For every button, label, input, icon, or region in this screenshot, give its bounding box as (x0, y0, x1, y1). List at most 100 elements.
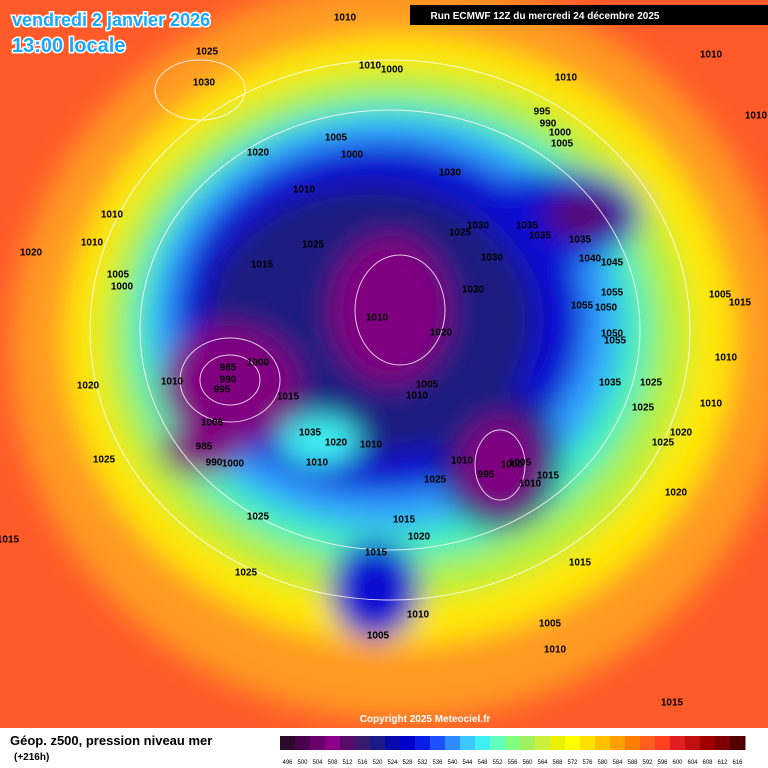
isobar-label: 1035 (299, 428, 322, 439)
legend-value: 576 (582, 760, 593, 766)
isobar-label: 1000 (111, 282, 134, 293)
isobar-label: 1010 (745, 111, 768, 122)
legend-value: 560 (522, 760, 533, 766)
legend-value: 544 (462, 760, 473, 766)
isobar-label: 990 (206, 458, 223, 469)
legend-value: 532 (417, 760, 428, 766)
legend-value: 564 (537, 760, 548, 766)
isobar-label: 1010 (519, 479, 542, 490)
legend-swatch (280, 736, 296, 750)
legend-value: 612 (717, 760, 728, 766)
legend-value: 556 (507, 760, 518, 766)
isobar-label: 1010 (555, 73, 578, 84)
copyright: Copyright 2025 Meteociel.fr (360, 714, 491, 725)
isobar-label: 1055 (604, 336, 627, 347)
legend-value: 524 (387, 760, 398, 766)
legend-swatch (430, 736, 446, 750)
isobar-label: 1015 (365, 548, 388, 559)
isobar-label: 1005 (325, 133, 348, 144)
legend-swatch (520, 736, 536, 750)
isobar-label: 985 (220, 363, 237, 374)
legend-value: 552 (492, 760, 503, 766)
isobar-label: 1030 (439, 168, 462, 179)
legend-swatch (310, 736, 326, 750)
isobar-label: 1030 (481, 253, 504, 264)
isobar-label: 1030 (193, 78, 216, 89)
legend-value: 616 (732, 760, 743, 766)
legend-swatch (490, 736, 506, 750)
legend-swatch (685, 736, 701, 750)
isobar-label: 1010 (715, 353, 738, 364)
legend-swatch (670, 736, 686, 750)
isobar-label: 1025 (424, 475, 447, 486)
legend-swatch (505, 736, 521, 750)
isobar-label: 1025 (302, 240, 325, 251)
legend-value: 572 (567, 760, 578, 766)
isobar-label: 1010 (360, 440, 383, 451)
isobar-label: 1005 (509, 458, 532, 469)
isobar-label: 1025 (93, 455, 116, 466)
legend-swatch (460, 736, 476, 750)
isobar-label: 1030 (467, 221, 490, 232)
legend-swatch (580, 736, 596, 750)
legend-value: 584 (612, 760, 623, 766)
run-info: Run ECMWF 12Z du mercredi 24 décembre 20… (431, 11, 660, 22)
legend-value: 536 (432, 760, 443, 766)
isobar-label: 1015 (277, 392, 300, 403)
isobar-label: 1015 (393, 515, 416, 526)
isobar-label: 995 (478, 470, 495, 481)
legend-value: 592 (642, 760, 653, 766)
legend-swatch (700, 736, 716, 750)
isobar-label: 1005 (551, 139, 574, 150)
legend-swatch (325, 736, 341, 750)
isobar-label: 1050 (595, 303, 618, 314)
legend-swatch (730, 736, 746, 750)
legend-swatch (445, 736, 461, 750)
isobar-label: 1020 (325, 438, 348, 449)
legend-swatch (550, 736, 566, 750)
legend-swatch (565, 736, 581, 750)
legend-value: 608 (702, 760, 713, 766)
isobar-label: 1000 (501, 460, 524, 471)
isobar-label: 995 (214, 385, 231, 396)
isobar-label: 1015 (729, 298, 752, 309)
isobar-label: 1020 (247, 148, 270, 159)
isobar-label: 1005 (539, 619, 562, 630)
legend-value: 528 (402, 760, 413, 766)
isobar-label: 1010 (700, 50, 723, 61)
isobar-label: 1055 (601, 288, 624, 299)
legend-swatch (475, 736, 491, 750)
isobar-label: 1035 (569, 235, 592, 246)
isobar-label: 1015 (537, 471, 560, 482)
isobar-label: 1020 (20, 248, 43, 259)
isobar-label: 1000 (341, 150, 364, 161)
isobar-label: 1015 (0, 535, 20, 546)
isobar-label: 1045 (601, 258, 624, 269)
isobar-label: 1040 (579, 254, 602, 265)
isobar-label: 1025 (640, 378, 663, 389)
isobar-label: 990 (220, 375, 237, 386)
isobar-label: 1020 (665, 488, 688, 499)
legend-value: 520 (372, 760, 383, 766)
isobar-label: 1010 (293, 185, 316, 196)
legend-swatch (715, 736, 731, 750)
legend-value: 604 (687, 760, 698, 766)
isobar-label: 1010 (406, 391, 429, 402)
isobar-label: 1015 (251, 260, 274, 271)
isobar-label: 1010 (334, 13, 357, 24)
isobar-label: 1010 (451, 456, 474, 467)
isobar-label: 1020 (77, 381, 100, 392)
legend-swatch (655, 736, 671, 750)
legend-value: 600 (672, 760, 683, 766)
isobar-label: 1000 (222, 459, 245, 470)
isobar-label: 1015 (661, 698, 684, 709)
isobar-label: 1055 (571, 301, 594, 312)
legend-value: 596 (657, 760, 668, 766)
isobar-label: 1005 (416, 380, 439, 391)
legend-swatch (610, 736, 626, 750)
isobar-label: 1005 (709, 290, 732, 301)
isobar-label: 1005 (107, 270, 130, 281)
legend-value: 540 (447, 760, 458, 766)
date: vendredi 2 janvier 2026 (12, 10, 210, 30)
isobar-label: 1025 (235, 568, 258, 579)
